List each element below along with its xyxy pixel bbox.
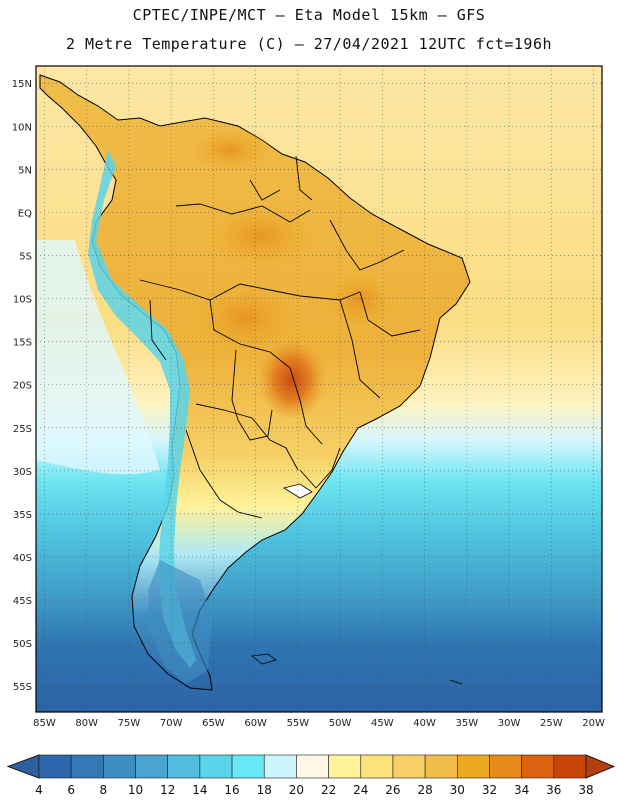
colorbar-label: 18 xyxy=(256,783,272,797)
lon-tick-label: 75W xyxy=(118,718,141,729)
lon-tick-label: 45W xyxy=(371,718,394,729)
colorbar-label: 6 xyxy=(67,783,75,797)
lat-tick-label: 35S xyxy=(13,510,32,521)
chart-title: CPTEC/INPE/MCT – Eta Model 15km – GFS xyxy=(132,6,486,24)
colorbar-bin xyxy=(231,754,265,779)
colorbar-label: 10 xyxy=(127,783,144,797)
lat-tick-label: 45S xyxy=(13,596,32,607)
colorbar-label: 26 xyxy=(385,783,401,797)
lat-tick-label: EQ xyxy=(18,208,32,219)
lat-tick-label: 15N xyxy=(12,79,32,90)
colorbar-label: 30 xyxy=(449,783,465,797)
lat-tick-label: 25S xyxy=(13,424,32,435)
georgia-island xyxy=(449,679,463,685)
lat-tick-label: 55S xyxy=(13,682,32,693)
lon-tick-label: 35W xyxy=(456,718,479,729)
lon-tick-label: 70W xyxy=(160,718,183,729)
colorbar-label: 34 xyxy=(514,783,530,797)
chart-subtitle: 2 Metre Temperature (C) – 27/04/2021 12U… xyxy=(65,35,553,53)
colorbar-label: 8 xyxy=(99,783,108,797)
patagonia-cold xyxy=(148,560,212,684)
colorbar-label: 16 xyxy=(224,783,240,797)
colorbar-bin xyxy=(103,754,136,779)
andes-cold-strip xyxy=(88,150,196,668)
lat-tick-label: 5S xyxy=(19,251,32,262)
lon-tick-label: 50W xyxy=(329,718,352,729)
lon-tick-label: 60W xyxy=(244,718,267,729)
colorbar-label: 38 xyxy=(578,783,594,797)
colorbar-label: 24 xyxy=(353,783,369,797)
colorbar-bin xyxy=(199,754,233,779)
lon-tick-label: 30W xyxy=(498,718,521,729)
lat-tick-label: 10N xyxy=(12,122,32,133)
colorbar-label: 28 xyxy=(417,783,433,797)
colorbar-label: 20 xyxy=(288,783,305,797)
lat-tick-label: 30S xyxy=(13,467,32,478)
colorbar-under-arrow xyxy=(6,754,40,779)
map-frame xyxy=(35,65,603,713)
lon-tick-label: 25W xyxy=(540,718,563,729)
lon-tick-label: 80W xyxy=(75,718,98,729)
lon-tick-label: 20W xyxy=(582,718,605,729)
heat-area-north xyxy=(186,126,274,174)
lat-tick-label: 20S xyxy=(13,381,32,392)
lat-tick-label: 5N xyxy=(18,165,32,176)
colorbar-over-arrow xyxy=(585,754,616,779)
colorbar-bin xyxy=(424,754,458,779)
falkland-islands xyxy=(251,653,277,665)
axis-tick-labels: 15N 10N 5N EQ 5S 10S 15S 20S 25S 30S 35S 40S 45S 50S 5… xyxy=(12,79,605,729)
colorbar-bin xyxy=(296,754,329,779)
colorbar-bin xyxy=(392,754,426,779)
colorbar-bin xyxy=(135,754,169,779)
colorbar-label: 4 xyxy=(35,783,43,797)
lon-tick-label: 40W xyxy=(413,718,436,729)
colorbar-label: 32 xyxy=(481,783,498,797)
colorbar-label: 12 xyxy=(160,783,176,797)
colorbar-bin xyxy=(263,754,297,779)
colorbar-bin xyxy=(328,754,362,779)
country-borders xyxy=(139,155,421,519)
lon-tick-label: 55W xyxy=(287,718,310,729)
lat-tick-label: 40S xyxy=(13,553,32,564)
colorbar-bin xyxy=(553,754,587,779)
heat-area-bahia xyxy=(324,270,396,330)
cold-water-tongue xyxy=(36,240,160,475)
colorbar xyxy=(6,754,616,779)
colorbar-bin xyxy=(360,754,394,779)
lon-tick-label: 85W xyxy=(33,718,56,729)
lat-tick-label: 10S xyxy=(13,295,32,306)
heat-area-mato-grosso xyxy=(192,282,300,354)
colorbar-bin xyxy=(489,754,522,779)
lon-tick-label: 65W xyxy=(202,718,225,729)
heat-area-amazon xyxy=(204,202,316,270)
colorbar-bin xyxy=(167,754,201,779)
colorbar-bin xyxy=(70,754,104,779)
heat-core-central-brazil xyxy=(258,340,326,420)
lat-tick-label: 50S xyxy=(13,639,32,650)
colorbar-bin xyxy=(456,754,490,779)
lat-tick-label: 15S xyxy=(13,338,32,349)
colorbar-label: 22 xyxy=(320,783,337,797)
colorbar-bin xyxy=(521,754,555,779)
colorbar-label: 36 xyxy=(546,783,562,797)
colorbar-bin xyxy=(38,754,72,779)
colorbar-label: 14 xyxy=(192,783,208,797)
